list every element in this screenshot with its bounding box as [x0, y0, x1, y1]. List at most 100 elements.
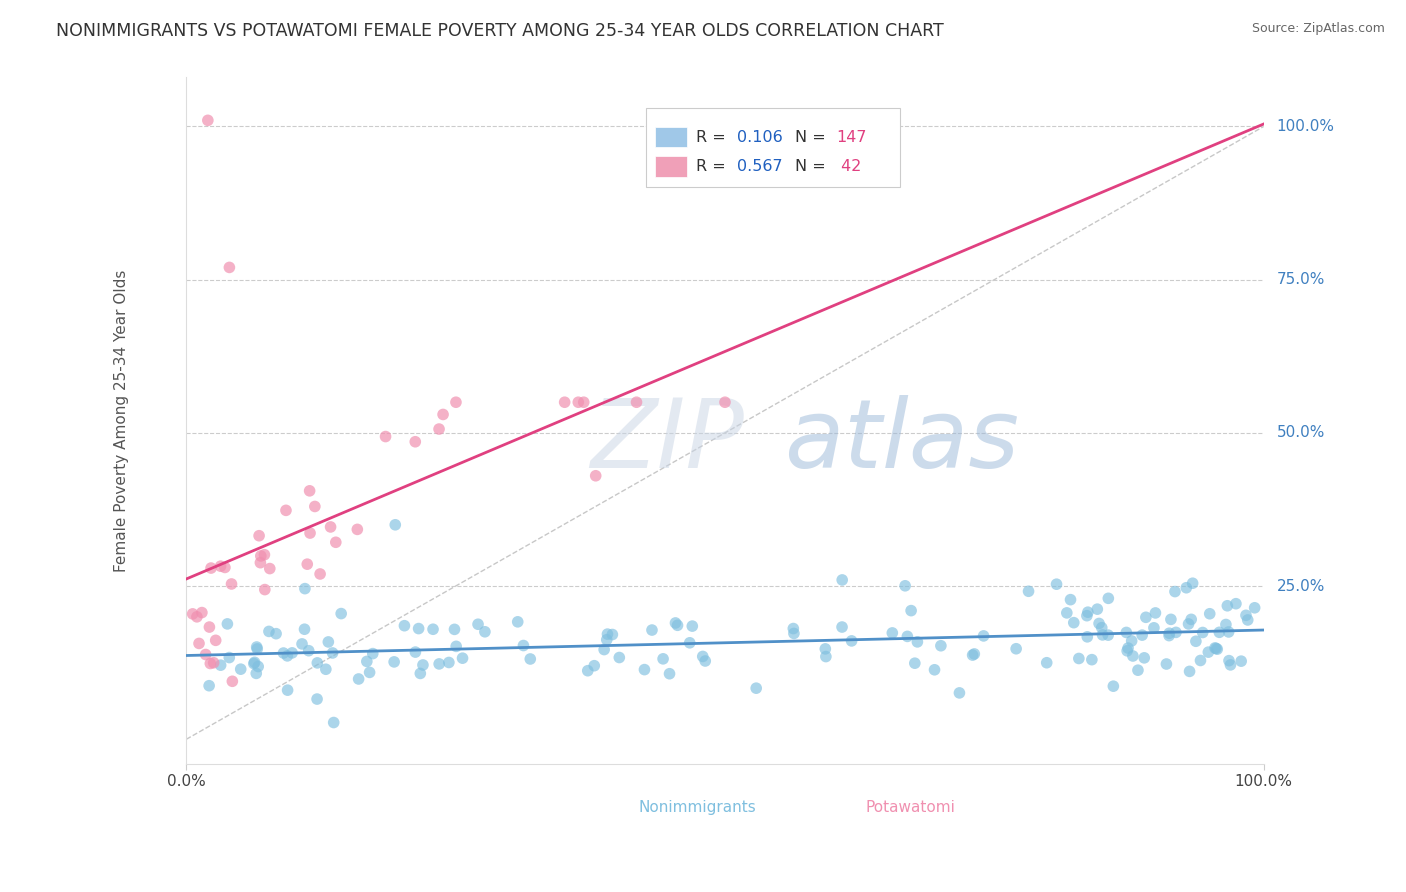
Point	[1164, 584, 1187, 599]
Point	[1198, 607, 1220, 621]
Point	[1059, 592, 1081, 607]
Point	[294, 622, 316, 636]
Point	[1197, 645, 1219, 659]
Point	[259, 561, 281, 575]
Point	[1005, 641, 1028, 656]
Point	[1218, 624, 1240, 639]
Point	[318, 635, 340, 649]
Point	[359, 665, 381, 680]
Point	[904, 656, 927, 670]
Point	[714, 395, 737, 409]
Point	[246, 640, 269, 654]
Point	[437, 656, 460, 670]
Point	[695, 654, 717, 668]
Point	[666, 618, 689, 632]
Point	[291, 637, 314, 651]
Point	[315, 662, 337, 676]
Point	[382, 655, 405, 669]
Point	[1085, 602, 1108, 616]
Point	[221, 577, 243, 591]
Point	[444, 640, 467, 654]
Point	[218, 650, 240, 665]
Point	[307, 692, 329, 706]
Text: 147: 147	[837, 129, 866, 145]
Point	[198, 620, 221, 634]
Point	[1121, 633, 1143, 648]
Point	[1164, 625, 1187, 640]
Point	[422, 622, 444, 636]
Point	[841, 633, 863, 648]
Point	[583, 658, 606, 673]
Text: 0.106: 0.106	[737, 129, 783, 145]
Point	[1189, 653, 1212, 667]
Text: 25.0%: 25.0%	[1277, 579, 1324, 593]
Point	[1219, 657, 1241, 672]
Point	[427, 657, 450, 671]
Point	[1081, 653, 1104, 667]
Point	[1115, 625, 1137, 640]
Point	[1143, 621, 1166, 635]
Point	[1230, 654, 1253, 668]
Point	[1159, 626, 1181, 640]
Point	[197, 113, 219, 128]
Point	[1067, 651, 1090, 665]
Point	[900, 604, 922, 618]
Point	[346, 522, 368, 536]
Text: Nonimmigrants: Nonimmigrants	[638, 799, 756, 814]
Point	[633, 663, 655, 677]
Point	[641, 623, 664, 637]
Point	[681, 619, 703, 633]
Point	[412, 657, 434, 672]
Point	[1177, 617, 1199, 632]
Point	[243, 656, 266, 670]
Point	[567, 395, 589, 409]
Point	[374, 429, 396, 443]
Point	[253, 582, 276, 597]
Point	[253, 548, 276, 562]
Point	[247, 529, 270, 543]
Bar	[602, 797, 631, 817]
Point	[572, 395, 595, 409]
Point	[294, 582, 316, 596]
Point	[512, 639, 534, 653]
Point	[384, 517, 406, 532]
Text: 42: 42	[837, 159, 862, 174]
Text: NONIMMIGRANTS VS POTAWATOMI FEMALE POVERTY AMONG 25-34 YEAR OLDS CORRELATION CHA: NONIMMIGRANTS VS POTAWATOMI FEMALE POVER…	[56, 22, 943, 40]
Point	[1091, 621, 1114, 635]
Point	[298, 483, 321, 498]
Point	[181, 607, 204, 621]
Point	[905, 635, 928, 649]
Point	[277, 683, 299, 698]
Point	[1116, 644, 1139, 658]
Point	[298, 643, 321, 657]
Point	[249, 549, 271, 563]
Point	[404, 645, 426, 659]
Point	[297, 557, 319, 571]
Point	[1045, 577, 1067, 591]
Point	[506, 615, 529, 629]
Point	[432, 408, 454, 422]
Point	[1191, 625, 1213, 640]
Point	[276, 648, 298, 663]
Point	[1088, 616, 1111, 631]
Point	[1097, 591, 1119, 606]
Point	[361, 647, 384, 661]
Text: R =: R =	[696, 159, 731, 174]
Point	[186, 609, 208, 624]
Point	[443, 623, 465, 637]
Text: R =: R =	[696, 129, 731, 145]
Point	[1218, 654, 1240, 668]
Point	[1181, 576, 1204, 591]
Point	[554, 395, 576, 409]
Point	[652, 652, 675, 666]
Point	[1160, 612, 1182, 626]
Point	[319, 520, 342, 534]
Point	[814, 649, 837, 664]
Point	[249, 556, 271, 570]
Point	[409, 666, 432, 681]
Point	[1126, 663, 1149, 677]
Point	[1135, 610, 1157, 624]
Point	[1243, 600, 1265, 615]
Point	[814, 641, 837, 656]
Point	[1236, 613, 1258, 627]
